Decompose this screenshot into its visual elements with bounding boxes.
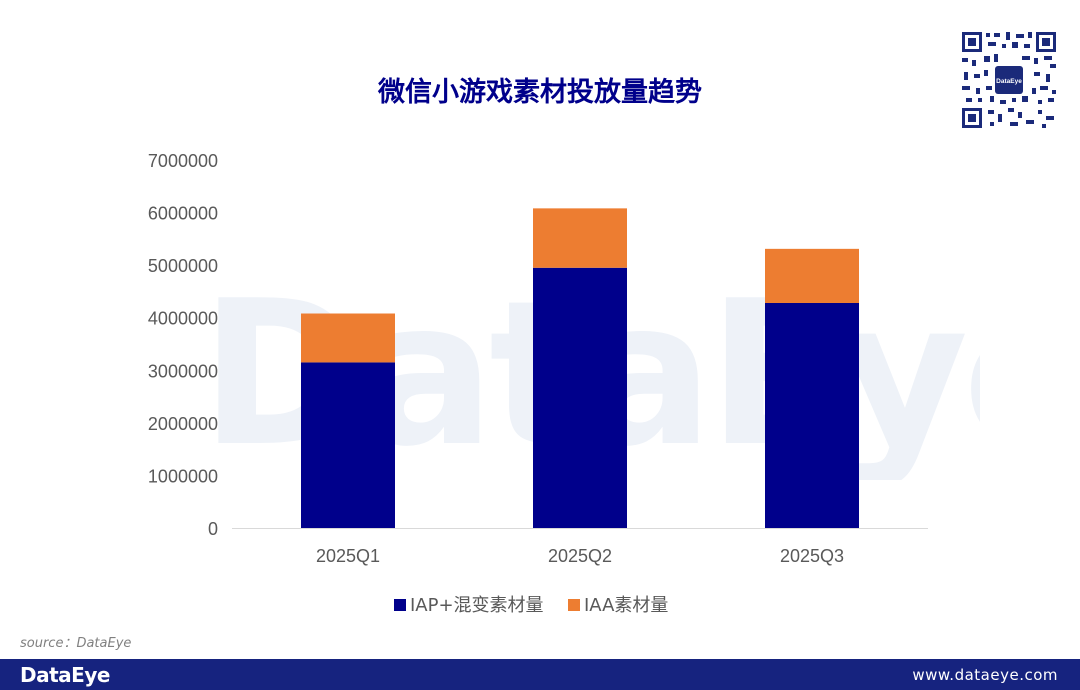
qr-logo-badge [995,66,1023,94]
legend-swatch-1 [394,599,406,611]
y-tick-label: 2000000 [148,414,218,434]
legend-swatch-2 [568,599,580,611]
y-tick-label: 4000000 [148,309,218,329]
qr-logo-text: DataEye [996,78,1022,85]
source-note: source：DataEye [20,636,132,651]
qr-code: DataEye [960,30,1058,130]
footer-logo: DataEye [20,663,110,687]
y-tick-label: 0 [208,519,218,539]
bar-2025q1-series-1 [301,362,395,528]
bar-2025q1-series-2 [301,313,395,363]
bar-2025q2-series-1 [533,267,627,528]
x-tick-label: 2025Q1 [316,546,380,566]
y-tick-label: 5000000 [148,256,218,276]
x-tick-label: 2025Q3 [780,546,844,566]
legend-label-2: IAA素材量 [584,595,668,616]
y-tick-label: 7000000 [148,151,218,171]
y-tick-label: 3000000 [148,361,218,381]
page-title: 微信小游戏素材投放量趋势 [378,77,702,108]
legend-label-1: IAP+混变素材量 [410,595,544,616]
x-tick-label: 2025Q2 [548,546,612,566]
bar-2025q3-series-2 [765,248,859,303]
bar-2025q2-series-2 [533,208,627,268]
qr-pattern [962,32,1056,128]
stacked-bar-chart: 0 1000000 2000000 3000000 4000000 5000000 6000… [148,151,928,616]
y-tick-label: 6000000 [148,204,218,224]
footer-bar: DataEye www.dataeye.com [0,659,1080,690]
y-tick-label: 1000000 [148,466,218,486]
bar-2025q3-series-1 [765,302,859,528]
footer-url[interactable]: www.dataeye.com [912,666,1058,684]
